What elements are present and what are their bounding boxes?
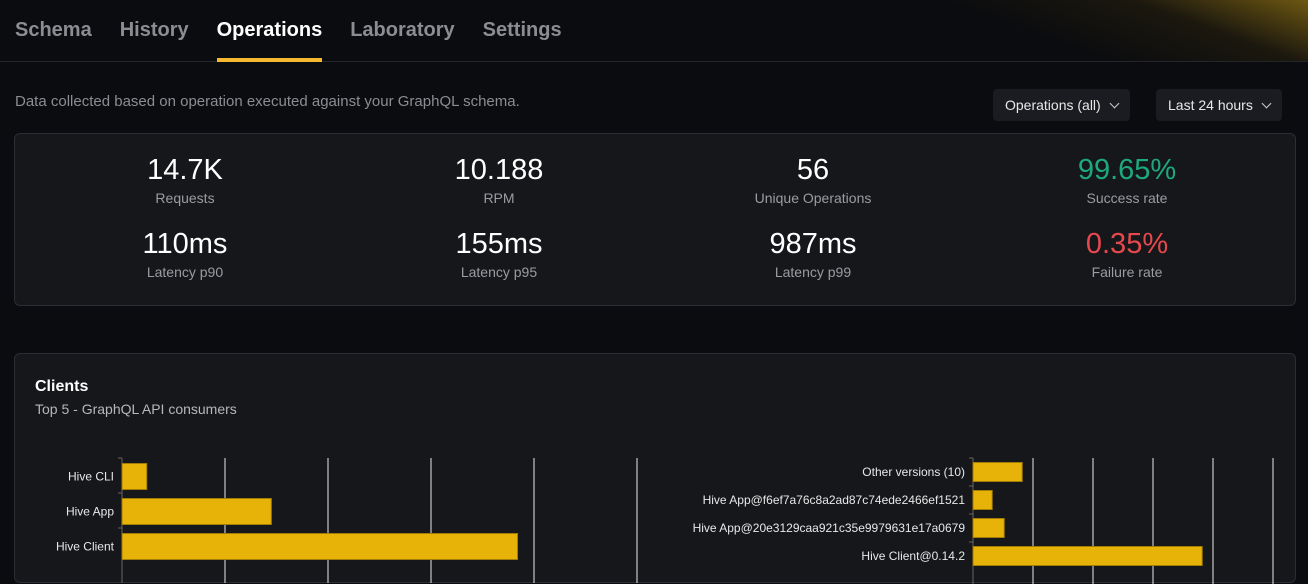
tab-schema[interactable]: Schema	[15, 19, 92, 41]
stat-value: 987ms	[769, 228, 857, 260]
stats-card: 14.7K Requests 10.188 RPM 56 Unique Operation…	[14, 133, 1296, 306]
period-filter-dropdown[interactable]: Last 24 hours	[1156, 89, 1282, 121]
tab-history[interactable]: History	[119, 19, 189, 41]
stat-latency-p99: 987ms Latency p99	[656, 228, 970, 280]
stat-latency-p95: 155ms Latency p95	[342, 228, 656, 280]
category-label: Other versions (10)	[862, 465, 965, 479]
stat-label: Unique Operations	[754, 190, 872, 206]
stat-label: Latency p90	[146, 264, 224, 280]
stat-success-rate: 99.65% Success rate	[970, 154, 1284, 206]
category-label: Hive App@f6ef7a76c8a2ad87c74ede2466ef152…	[703, 493, 966, 507]
stat-label: Failure rate	[1091, 264, 1163, 280]
chevron-down-icon	[1261, 98, 1272, 108]
page-description: Data collected based on operation execut…	[15, 93, 520, 110]
stat-latency-p90: 110ms Latency p90	[28, 228, 342, 280]
category-label: Hive App	[66, 505, 114, 519]
bar	[121, 498, 272, 525]
category-label: Hive Client@0.14.2	[861, 549, 965, 563]
category-label: Hive App@20e3129caa921c35e9979631e17a067…	[693, 521, 966, 535]
stat-failure-rate: 0.35% Failure rate	[970, 228, 1284, 280]
stat-unique-operations: 56 Unique Operations	[656, 154, 970, 206]
clients-card: Clients Top 5 - GraphQL API consumers Hi…	[14, 353, 1296, 584]
stat-value: 99.65%	[1077, 154, 1177, 186]
bar	[121, 463, 148, 490]
tab-settings[interactable]: Settings	[482, 19, 562, 41]
category-label: Hive CLI	[68, 470, 114, 484]
stat-value: 14.7K	[147, 154, 223, 186]
bar	[121, 533, 519, 560]
stat-value: 155ms	[455, 228, 543, 260]
operations-filter-dropdown[interactable]: Operations (all)	[993, 89, 1130, 121]
bar	[972, 490, 993, 510]
tab-operations[interactable]: Operations	[216, 0, 322, 62]
bar	[972, 518, 1005, 538]
stat-label: Requests	[155, 190, 215, 206]
stat-value: 10.188	[454, 154, 544, 186]
bar	[972, 462, 1023, 482]
operations-filter-label: Operations (all)	[1005, 97, 1101, 113]
period-filter-label: Last 24 hours	[1168, 97, 1253, 113]
clients-charts: Hive CLI Hive App Hive Client Other version…	[56, 457, 1274, 584]
clients-subtitle: Top 5 - GraphQL API consumers	[35, 401, 237, 417]
category-label: Hive Client	[56, 540, 115, 554]
clients-title: Clients	[35, 378, 89, 395]
stat-value: 110ms	[142, 228, 228, 260]
stat-value: 0.35%	[1085, 228, 1169, 260]
stat-label: Latency p95	[460, 264, 538, 280]
chevron-down-icon	[1109, 98, 1120, 108]
bar	[972, 546, 1203, 566]
stat-label: Latency p99	[774, 264, 852, 280]
tab-laboratory[interactable]: Laboratory	[350, 19, 455, 41]
stat-value: 56	[796, 154, 830, 186]
top-nav: Schema History Operations Laboratory Setting…	[0, 0, 1308, 62]
stat-requests: 14.7K Requests	[28, 154, 342, 206]
stat-rpm: 10.188 RPM	[342, 154, 656, 206]
stat-label: Success rate	[1086, 190, 1168, 206]
stat-label: RPM	[483, 190, 515, 206]
